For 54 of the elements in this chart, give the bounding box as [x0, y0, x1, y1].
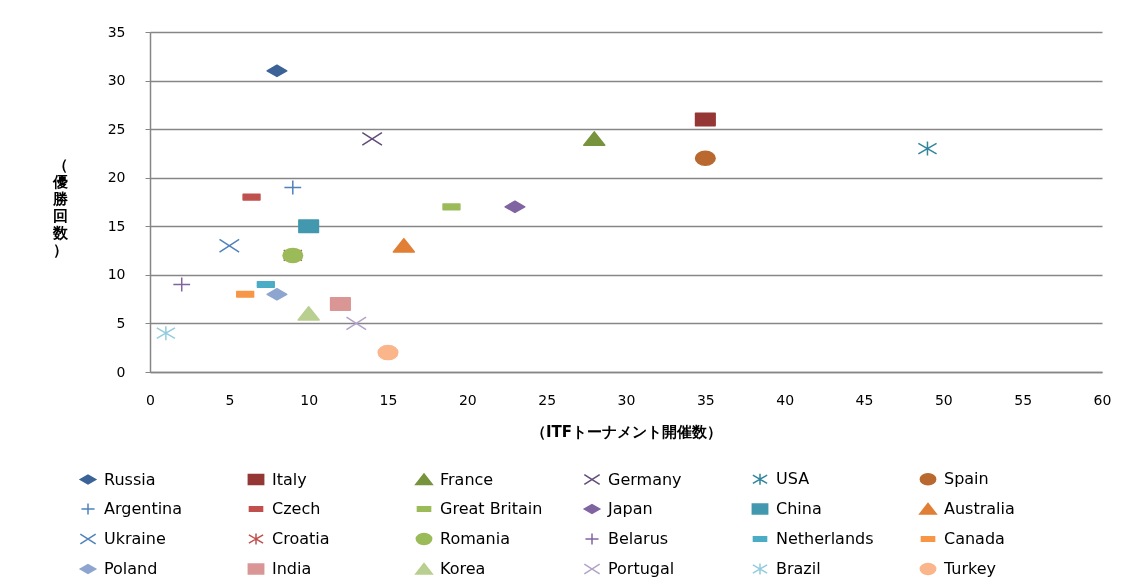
y-tick-label: 20	[107, 169, 126, 186]
legend-label: Spain	[944, 469, 989, 489]
legend-label: Brazil	[776, 559, 821, 578]
x-tick-label: 25	[538, 391, 557, 408]
x-axis-title: （ITFトーナメント開催数）	[530, 422, 723, 441]
y-tick-label: 15	[107, 217, 126, 234]
y-tick-label: 10	[107, 266, 126, 283]
x-tick-label: 5	[225, 391, 235, 408]
legend-label: Argentina	[104, 499, 183, 518]
legend-label: Germany	[608, 469, 682, 489]
legend-label: Croatia	[272, 529, 330, 548]
point	[329, 296, 351, 312]
x-tick-label: 15	[379, 391, 398, 408]
point	[377, 344, 399, 361]
x-tick-label: 55	[1014, 391, 1033, 408]
point	[156, 325, 176, 341]
legend-label: Turkey	[943, 559, 997, 578]
point	[172, 276, 191, 293]
legend-label: Belarus	[608, 529, 669, 548]
y-axis-title: （優勝回数）	[52, 155, 69, 259]
point	[694, 150, 716, 167]
x-tick-label: 20	[458, 391, 477, 408]
y-tick-label: 30	[107, 72, 126, 89]
legend-label: Great Britain	[440, 499, 543, 518]
y-tick-label: 35	[107, 23, 126, 40]
legend-label: Romania	[440, 529, 510, 548]
legend-label: Portugal	[608, 559, 675, 578]
legend-label: Italy	[272, 469, 307, 489]
x-tick-label: 35	[696, 391, 715, 408]
point	[917, 140, 938, 157]
legend-label: France	[440, 469, 494, 489]
x-tick-label: 60	[1093, 391, 1112, 408]
y-tick-label: 5	[116, 314, 126, 331]
legend-label: Netherlands	[776, 529, 874, 548]
legend-label: Russia	[104, 469, 156, 489]
point	[283, 179, 302, 196]
legend-label: Australia	[944, 499, 1015, 518]
x-tick-label: 45	[855, 391, 874, 408]
legend-label: Korea	[440, 559, 486, 578]
legend-label: Japan	[607, 499, 653, 518]
y-tick-label: 25	[107, 120, 126, 137]
legend-label: India	[272, 559, 312, 578]
legend-label: USA	[776, 469, 810, 489]
legend-label: Czech	[272, 499, 321, 518]
x-tick-label: 10	[300, 391, 319, 408]
legend-label: Canada	[944, 529, 1005, 548]
x-tick-label: 0	[146, 391, 155, 408]
legend-label: Poland	[104, 559, 158, 578]
x-tick-label: 50	[934, 391, 953, 408]
x-tick-label: 40	[776, 391, 795, 408]
legend-label: China	[776, 499, 822, 518]
y-tick-label: 0	[116, 363, 126, 380]
legend-label: Ukraine	[104, 529, 166, 548]
x-tick-label: 30	[617, 391, 636, 408]
